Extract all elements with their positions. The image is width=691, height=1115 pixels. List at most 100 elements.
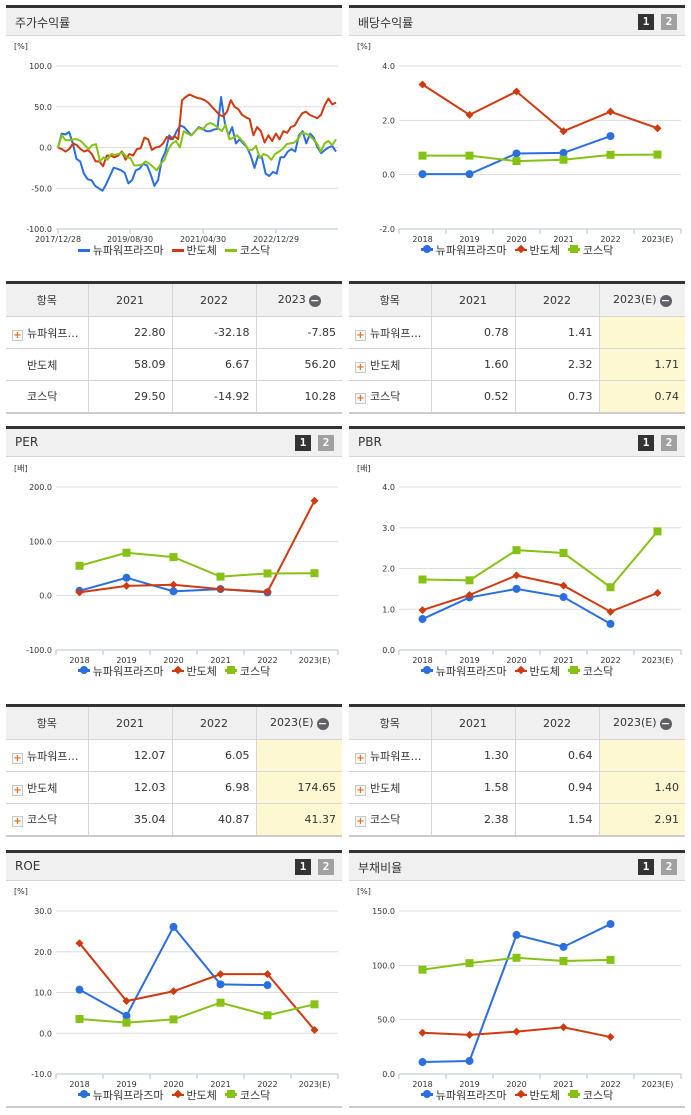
per-chart: 200.0 100.0 0.0 -100.0 2018 2019 2020 2021 2022 2… — [6, 457, 342, 682]
y-unit: [배] — [357, 464, 371, 473]
x-tick-label: 2021 — [553, 656, 573, 665]
expand-icon[interactable]: + — [12, 784, 23, 796]
x-tick-label: 2020 — [506, 235, 526, 244]
table-cell: 2.32 — [515, 348, 600, 381]
x-tick-label: 2023(E) — [642, 235, 674, 244]
legend-item-sector[interactable]: 반도체 — [514, 242, 560, 258]
series-line — [422, 587, 611, 625]
collapse-icon[interactable]: − — [659, 294, 672, 307]
data-point — [310, 496, 319, 505]
page-2-button[interactable]: 2 — [318, 859, 334, 875]
expand-icon[interactable]: + — [355, 752, 366, 764]
legend-item-sector[interactable]: 반도체 — [514, 1087, 560, 1103]
legend-item-sector[interactable]: 반도체 — [171, 1087, 217, 1103]
debt-ratio-panel: 부채비율 1 2 150.0 100.0 50.0 0.0 2018 2019 2020 20… — [349, 850, 685, 1108]
y-tick-label: 50.0 — [34, 103, 52, 112]
legend-kosdaq-icon — [567, 666, 583, 674]
legend-item-company[interactable]: 뉴파워프라즈마 — [77, 663, 164, 679]
column-header: 항목 — [6, 705, 89, 740]
roe-panel: ROE 1 2 30.0 20.0 10.0 0.0 -10.0 2018 2019 2020… — [6, 850, 342, 1108]
legend-item-company[interactable]: 뉴파워프라즈마 — [420, 1087, 507, 1103]
data-point — [169, 580, 178, 589]
row-label: + 코스닥 — [349, 380, 432, 413]
page-1-button[interactable]: 1 — [638, 14, 654, 30]
page-2-button[interactable]: 2 — [661, 14, 677, 30]
column-header: 2022 — [515, 282, 600, 317]
legend-item-kosdaq[interactable]: 코스닥 — [224, 663, 270, 679]
legend-item-company[interactable]: 뉴파워프라즈마 — [77, 242, 164, 258]
x-tick-label: 2023(E) — [299, 656, 331, 665]
roe-chart: 30.0 20.0 10.0 0.0 -10.0 2018 2019 2020 2021 2022… — [6, 881, 342, 1108]
data-point — [122, 1018, 131, 1027]
legend-item-company[interactable]: 뉴파워프라즈마 — [420, 242, 507, 258]
chart-legend: 뉴파워프라즈마 반도체 코스닥 — [349, 241, 685, 258]
data-point — [263, 1011, 272, 1020]
data-point — [465, 170, 474, 179]
legend-item-sector[interactable]: 반도체 — [171, 242, 217, 258]
legend-item-kosdaq[interactable]: 코스닥 — [567, 663, 613, 679]
legend-sector-icon — [514, 244, 530, 254]
page-2-button[interactable]: 2 — [318, 435, 334, 451]
table-row: 코스닥 29.50 -14.92 10.28 — [6, 380, 342, 413]
data-point — [559, 148, 568, 157]
legend-item-kosdaq[interactable]: 코스닥 — [224, 242, 270, 258]
table-header-row: 항목 2021 2022 2023(E) − — [349, 705, 685, 740]
dividend-yield-chart: 4.0 2.0 0.0 -2.0 2018 2019 2020 2021 2022 2023(E)… — [349, 36, 685, 261]
expand-icon[interactable]: + — [355, 393, 366, 405]
data-point — [465, 590, 474, 599]
chart-legend: 뉴파워프라즈마 반도체 코스닥 — [6, 1086, 342, 1103]
y-tick-label: 10.0 — [34, 989, 52, 998]
series-line — [79, 551, 315, 578]
table-cell: 10.28 — [304, 389, 337, 403]
expand-icon[interactable]: + — [355, 329, 366, 341]
expand-icon[interactable]: + — [355, 361, 366, 373]
expand-icon[interactable]: + — [12, 816, 23, 828]
y-tick-label: 100.0 — [372, 961, 395, 970]
expand-icon[interactable]: + — [12, 752, 23, 764]
legend-company-icon — [77, 248, 93, 252]
legend-item-sector[interactable]: 반도체 — [171, 663, 217, 679]
legend-item-company[interactable]: 뉴파워프라즈마 — [420, 663, 507, 679]
chart-svg: 150.0 100.0 50.0 0.0 2018 2019 2020 2021 2022 202… — [372, 907, 682, 1089]
data-point — [606, 920, 615, 929]
data-point — [559, 581, 568, 590]
dividend-yield-table: 항목 2021 2022 2023(E) − + 뉴파워프… 0.78 1.41 + 반도체 1.60… — [349, 281, 685, 414]
expand-icon[interactable]: + — [355, 816, 366, 828]
data-point — [263, 587, 272, 596]
x-tick-label: 2020 — [163, 1080, 183, 1089]
legend-kosdaq-icon — [567, 1090, 583, 1098]
legend-item-kosdaq[interactable]: 코스닥 — [567, 1087, 613, 1103]
series-line — [422, 153, 658, 163]
y-tick-label: 4.0 — [382, 483, 395, 492]
legend-item-kosdaq[interactable]: 코스닥 — [224, 1087, 270, 1103]
page-1-button[interactable]: 1 — [638, 859, 654, 875]
data-point — [418, 80, 427, 89]
expand-icon[interactable]: + — [12, 329, 23, 341]
page-1-button[interactable]: 1 — [295, 859, 311, 875]
row-label: 코스닥 — [6, 380, 89, 413]
data-point — [122, 548, 131, 557]
legend-company-icon — [420, 666, 436, 674]
data-point — [418, 1028, 427, 1037]
legend-company-icon — [420, 1090, 436, 1098]
expand-icon[interactable]: + — [355, 784, 366, 796]
data-point — [559, 593, 568, 602]
collapse-icon[interactable]: − — [308, 294, 321, 307]
legend-sector-icon — [514, 665, 530, 675]
table-row: 반도체 58.09 6.67 56.20 — [6, 348, 342, 381]
page-2-button[interactable]: 2 — [661, 859, 677, 875]
x-tick-label: 2018 — [69, 656, 89, 665]
legend-item-kosdaq[interactable]: 코스닥 — [567, 242, 613, 258]
table-header-row: 항목 2021 2022 2023(E) − — [349, 282, 685, 317]
per-panel: PER 1 2 200.0 100.0 0.0 -100.0 2018 2019 2020 2… — [6, 426, 342, 682]
collapse-icon[interactable]: − — [316, 717, 329, 730]
page-1-button[interactable]: 1 — [295, 435, 311, 451]
page-2-button[interactable]: 2 — [661, 435, 677, 451]
page-1-button[interactable]: 1 — [638, 435, 654, 451]
legend-item-sector[interactable]: 반도체 — [514, 663, 560, 679]
debt-ratio-header: 부채비율 1 2 — [349, 850, 685, 881]
collapse-icon[interactable]: − — [659, 717, 672, 730]
data-point — [559, 956, 568, 965]
legend-item-company[interactable]: 뉴파워프라즈마 — [77, 1087, 164, 1103]
table-cell: 1.41 — [515, 316, 600, 349]
